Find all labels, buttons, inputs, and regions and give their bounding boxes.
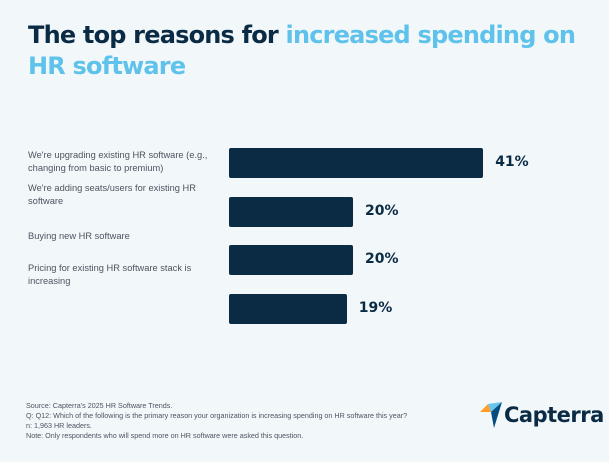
capterra-logo: Capterra <box>480 402 604 428</box>
respondent-note: Note: Only respondents who will spend mo… <box>26 431 304 440</box>
data-label: 20% <box>365 203 399 219</box>
category-label: We're adding seats/users for existing HR… <box>28 183 196 206</box>
data-label: 19% <box>358 300 393 316</box>
bar <box>229 148 484 178</box>
logo-text: Capterra <box>504 403 604 427</box>
data-label: 20% <box>365 251 399 267</box>
chart-title: The top reasons for increased spending o… <box>28 20 588 82</box>
data-label: 41% <box>495 154 529 170</box>
title-highlight: increased spending on HR software <box>28 21 576 80</box>
source-note: Source: Capterra's 2025 HR Software Tren… <box>26 401 173 410</box>
category-label: We're upgrading existing HR software (e.… <box>28 150 208 173</box>
bar <box>229 294 347 324</box>
footnotes: Source: Capterra's 2025 HR Software Tren… <box>26 401 407 441</box>
capterra-arrow-icon <box>480 402 502 428</box>
question-note: Q: Q12: Which of the following is the pr… <box>26 411 408 420</box>
category-label: Buying new HR software <box>28 231 130 241</box>
bar <box>229 197 353 227</box>
sample-note: n: 1,963 HR leaders. <box>26 421 92 430</box>
category-label: Pricing for existing HR software stack i… <box>28 263 192 286</box>
title-main: The top reasons for <box>28 21 286 49</box>
bar <box>229 245 353 275</box>
